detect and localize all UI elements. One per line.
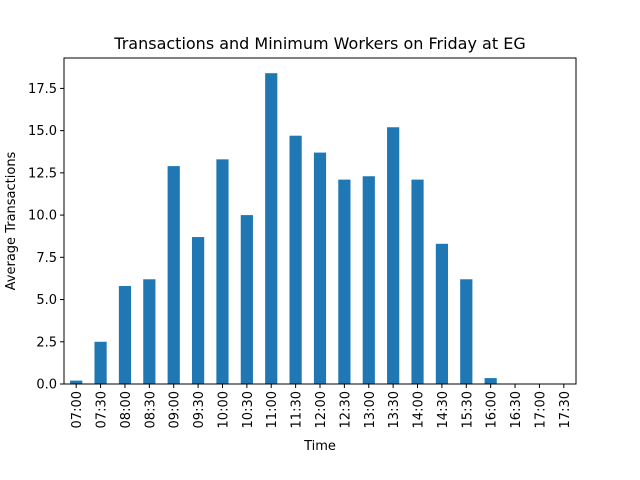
x-tick-label: 12:00 [314,391,329,428]
y-tick-label: 12.5 [28,166,57,181]
bar-1430 [435,243,448,384]
bars-group [70,73,497,384]
x-tick-label: 11:30 [290,391,305,428]
x-tick-label: 10:30 [241,391,256,428]
y-tick-label: 0.0 [36,378,57,393]
x-tick-label: 15:30 [460,391,475,428]
x-tick-label: 16:00 [485,391,500,428]
bar-1130 [289,135,302,384]
x-tick-label: 07:30 [95,391,110,428]
x-tick-label: 08:30 [143,391,158,428]
x-tick-label: 12:30 [338,391,353,428]
x-tick-label: 09:30 [192,391,207,428]
y-tick-label: 17.5 [28,82,57,97]
y-axis: 0.0 2.5 5.0 7.5 10.0 12.5 15.0 17.5 [28,82,64,393]
x-tick-label: 16:30 [509,391,524,428]
bar-0930 [192,237,205,384]
bar-1230 [338,179,351,384]
plot-frame [63,57,577,385]
bar-0830 [143,279,156,384]
x-tick-label: 11:00 [265,391,280,428]
y-tick-label: 7.5 [36,251,57,266]
y-tick-label: 5.0 [36,293,57,308]
chart-title: Transactions and Minimum Workers on Frid… [113,34,525,53]
y-axis-title: Average Transactions [4,151,19,290]
bar-1000 [216,159,229,384]
x-axis: 07:00 07:30 08:00 08:30 09:00 09:30 10:00 10:30… [70,384,573,428]
bar-0900 [167,166,180,384]
x-tick-label: 14:00 [412,391,427,428]
bar-1200 [313,152,327,384]
y-tick-label: 2.5 [36,335,57,350]
x-tick-label: 13:30 [387,391,402,428]
x-tick-label: 13:00 [363,391,378,428]
bar-1030 [240,215,253,384]
bar-0700 [70,380,83,384]
bar-0800 [118,286,132,384]
y-tick-label: 15.0 [28,124,57,139]
bar-1400 [411,179,424,384]
x-tick-label: 17:30 [558,391,573,428]
bar-1530 [460,279,473,384]
x-tick-label: 10:00 [216,391,231,428]
x-axis-title: Time [303,439,336,454]
x-tick-label: 09:00 [168,391,183,428]
bar-1300 [362,176,375,384]
bar-1330 [387,127,400,384]
x-tick-label: 14:30 [436,391,451,428]
x-tick-label: 08:00 [119,391,134,428]
bar-1100 [265,73,278,384]
bar-1600 [484,378,497,384]
bar-0730 [94,341,107,384]
x-tick-label: 07:00 [70,391,85,428]
x-tick-label: 17:00 [533,391,548,428]
y-tick-label: 10.0 [28,209,57,224]
